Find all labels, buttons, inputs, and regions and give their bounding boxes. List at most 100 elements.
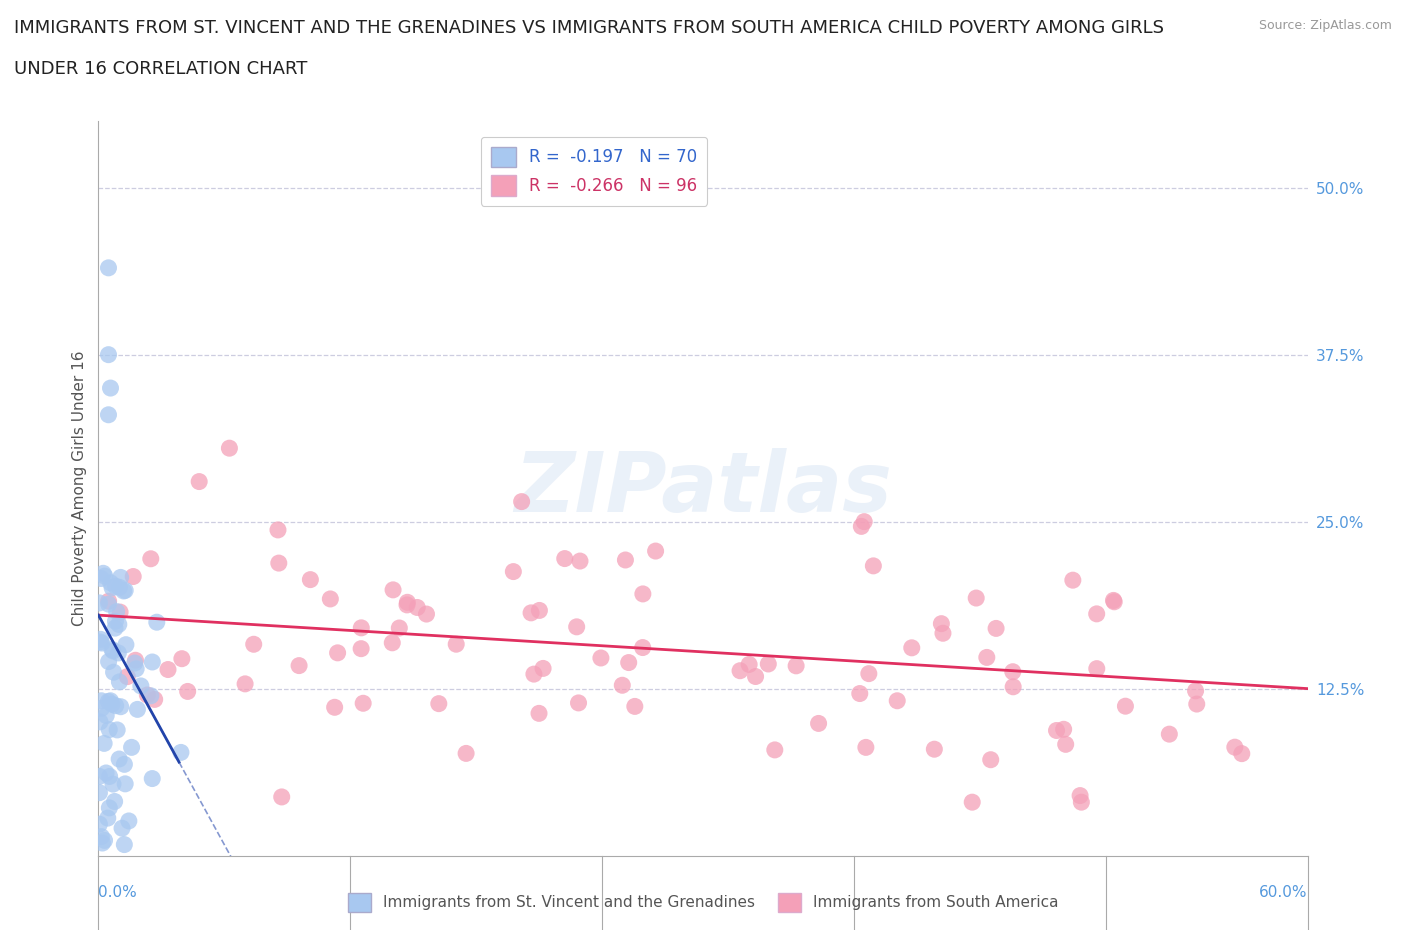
Point (382, 582, 405, 597)
Point (395, 597, 418, 612)
Point (242, 637, 264, 652)
Point (1159, 726, 1181, 741)
Point (104, 620, 127, 635)
Point (624, 699, 647, 714)
Point (127, 702, 149, 717)
Point (323, 700, 346, 715)
Point (136, 687, 159, 702)
Point (932, 626, 955, 641)
Point (326, 645, 349, 660)
Point (1114, 698, 1136, 713)
Point (97, 597, 120, 612)
Point (97, 654, 120, 669)
Point (1085, 606, 1108, 621)
Point (91, 565, 114, 580)
Point (886, 694, 908, 709)
Point (101, 777, 124, 791)
Point (122, 569, 145, 584)
Point (510, 494, 533, 509)
Point (756, 657, 779, 671)
Point (1223, 739, 1246, 754)
Point (807, 716, 830, 731)
Point (124, 653, 146, 668)
Point (97, 694, 120, 709)
Point (554, 551, 576, 566)
Point (1002, 679, 1025, 694)
Point (170, 745, 193, 760)
Point (112, 757, 135, 772)
Point (112, 583, 135, 598)
Text: IMMIGRANTS FROM ST. VINCENT AND THE GRENADINES VS IMMIGRANTS FROM SOUTH AMERICA : IMMIGRANTS FROM ST. VINCENT AND THE GREN… (14, 19, 1164, 36)
Point (531, 661, 554, 676)
Point (114, 583, 136, 598)
Point (381, 635, 404, 650)
Point (139, 551, 162, 566)
Point (96, 708, 118, 723)
Point (502, 565, 524, 579)
Point (108, 604, 131, 619)
Point (1085, 661, 1108, 676)
Point (849, 686, 872, 701)
Point (101, 580, 124, 595)
Text: 60.0%: 60.0% (1260, 885, 1308, 900)
Point (520, 605, 543, 620)
Point (1054, 737, 1077, 751)
Point (900, 641, 922, 656)
Point (569, 553, 592, 568)
Point (103, 665, 125, 680)
Point (565, 619, 588, 634)
Point (1045, 723, 1067, 737)
Point (1069, 788, 1091, 803)
Point (617, 655, 640, 670)
Point (388, 620, 411, 635)
Text: UNDER 16 CORRELATION CHART: UNDER 16 CORRELATION CHART (14, 60, 308, 78)
Point (218, 441, 240, 456)
Point (931, 617, 953, 631)
Point (104, 578, 127, 593)
Point (101, 697, 124, 711)
Point (406, 600, 429, 615)
Point (118, 814, 141, 829)
Point (614, 552, 637, 567)
Point (980, 752, 1002, 767)
Point (350, 641, 373, 656)
Point (111, 821, 134, 836)
Point (456, 746, 478, 761)
Point (612, 678, 634, 693)
Point (143, 692, 166, 707)
Point (107, 645, 129, 660)
Text: 0.0%: 0.0% (98, 885, 138, 900)
Point (1102, 593, 1125, 608)
Point (97, 407, 120, 422)
Point (107, 617, 129, 631)
Legend: R =  -0.197   N = 70, R =  -0.266   N = 96: R = -0.197 N = 70, R = -0.266 N = 96 (481, 137, 707, 206)
Point (90, 694, 112, 709)
Point (117, 670, 139, 684)
Point (415, 606, 437, 621)
Point (233, 676, 256, 691)
Point (100, 694, 122, 709)
Text: ZIPatlas: ZIPatlas (515, 447, 891, 529)
Point (89, 634, 111, 649)
Point (100, 576, 122, 591)
Point (97, 811, 120, 826)
Point (98, 769, 121, 784)
Point (105, 723, 128, 737)
Point (529, 603, 551, 618)
Point (90, 830, 112, 844)
Point (101, 644, 124, 658)
Point (110, 570, 132, 585)
Point (352, 696, 374, 711)
Point (744, 669, 766, 684)
Point (1184, 684, 1206, 698)
Point (89, 817, 111, 831)
Point (567, 696, 589, 711)
Point (97, 347, 120, 362)
Point (1070, 795, 1092, 810)
Point (101, 642, 124, 657)
Point (984, 621, 1007, 636)
Point (121, 740, 143, 755)
Point (589, 651, 612, 666)
Point (141, 655, 163, 670)
Point (853, 514, 876, 529)
